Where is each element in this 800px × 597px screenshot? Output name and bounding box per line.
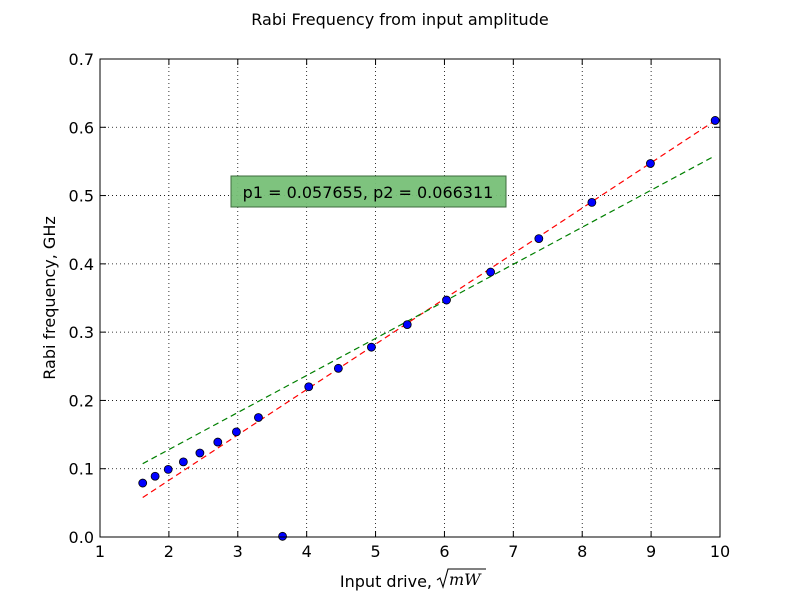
x-tick-label: 7 xyxy=(508,542,518,561)
data-points xyxy=(138,116,720,541)
data-point xyxy=(150,471,160,481)
plot-frame xyxy=(99,58,721,538)
x-tick-label: 8 xyxy=(577,542,587,561)
y-tick-label: 0.0 xyxy=(69,528,94,547)
data-point xyxy=(333,363,343,373)
x-tick-label: 9 xyxy=(646,542,656,561)
chart-title: Rabi Frequency from input amplitude xyxy=(251,10,548,29)
x-axis-label: Input drive, mW xyxy=(340,568,486,591)
data-point xyxy=(710,116,720,125)
x-tick-label: 3 xyxy=(233,542,243,561)
x-tick-label: 10 xyxy=(710,542,730,561)
sqrt-symbol: mW xyxy=(436,568,486,589)
y-tick-label: 0.6 xyxy=(69,118,94,137)
data-point xyxy=(486,267,496,277)
data-point xyxy=(442,295,451,305)
y-axis-label: Rabi frequency, GHz xyxy=(40,216,59,380)
data-point xyxy=(402,320,412,330)
x-tick-labels: 1 2 3 4 5 6 7 8 9 10 xyxy=(95,542,730,561)
x-axis-label-text: Input drive, xyxy=(340,572,432,591)
y-tick-label: 0.5 xyxy=(69,187,94,206)
y-tick-labels: 0.0 0.1 0.2 0.3 0.4 0.5 0.6 0.7 xyxy=(69,50,94,547)
y-tick-label: 0.7 xyxy=(69,50,94,69)
x-tick-label: 5 xyxy=(370,542,380,561)
data-point xyxy=(587,197,597,207)
data-point xyxy=(534,234,544,243)
data-point xyxy=(367,342,376,352)
data-point xyxy=(195,448,205,458)
data-point xyxy=(163,464,173,474)
y-tick-label: 0.3 xyxy=(69,323,94,342)
sqrt-radical xyxy=(436,568,486,589)
data-point xyxy=(254,413,263,422)
data-point xyxy=(138,478,148,488)
x-axis-label-math: mW xyxy=(449,570,482,589)
fit-line xyxy=(142,155,716,465)
x-tick-label: 1 xyxy=(95,542,105,561)
data-point xyxy=(178,457,188,467)
x-tick-label: 6 xyxy=(439,542,449,561)
annotation-background xyxy=(230,175,507,208)
grid xyxy=(99,58,721,538)
x-tick-label: 2 xyxy=(164,542,174,561)
x-tick-label: 4 xyxy=(302,542,312,561)
annotation-text: p1 = 0.057655, p2 = 0.066311 xyxy=(243,183,494,202)
data-point xyxy=(231,427,241,437)
y-tick-label: 0.1 xyxy=(69,460,94,479)
data-point xyxy=(646,159,655,168)
y-tick-label: 0.4 xyxy=(69,255,94,274)
axis-ticks xyxy=(99,58,721,538)
annotation-box: p1 = 0.057655, p2 = 0.066311 xyxy=(230,175,507,208)
data-point xyxy=(278,531,287,541)
data-point xyxy=(213,437,223,447)
y-tick-label: 0.2 xyxy=(69,391,94,410)
data-point xyxy=(304,382,314,392)
